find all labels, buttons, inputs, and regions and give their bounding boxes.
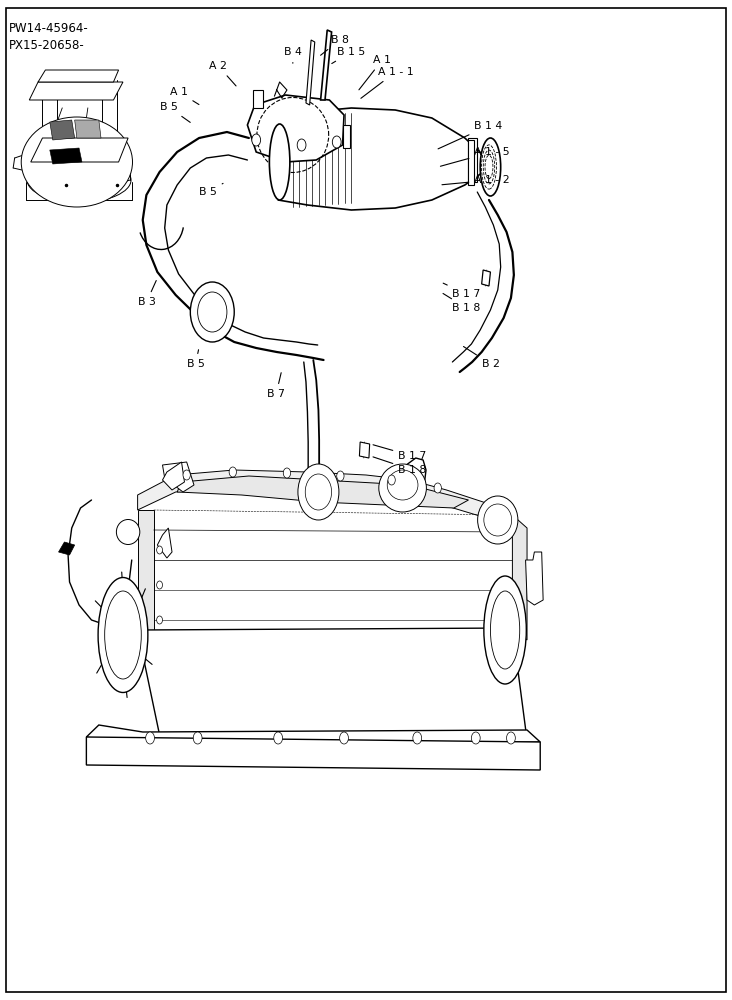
Polygon shape <box>138 510 154 630</box>
Circle shape <box>157 546 163 554</box>
Text: B 3: B 3 <box>138 281 156 307</box>
Polygon shape <box>163 462 184 490</box>
Circle shape <box>297 139 306 151</box>
Polygon shape <box>86 725 540 745</box>
Polygon shape <box>247 95 344 162</box>
Polygon shape <box>157 528 172 558</box>
Text: B 1 5: B 1 5 <box>332 47 365 64</box>
Text: B 1 7: B 1 7 <box>443 283 481 299</box>
Ellipse shape <box>21 117 132 207</box>
Polygon shape <box>29 82 123 100</box>
Ellipse shape <box>477 496 518 544</box>
Ellipse shape <box>484 576 526 684</box>
Circle shape <box>229 467 236 477</box>
Ellipse shape <box>98 578 148 692</box>
Text: B 2: B 2 <box>463 347 499 369</box>
Circle shape <box>388 475 395 485</box>
Text: B 1 4: B 1 4 <box>438 121 503 149</box>
Text: B 5: B 5 <box>160 102 190 122</box>
Ellipse shape <box>269 124 290 200</box>
Polygon shape <box>86 737 540 770</box>
Text: B 7: B 7 <box>267 373 285 399</box>
Polygon shape <box>468 138 477 182</box>
Polygon shape <box>138 470 512 530</box>
Circle shape <box>471 732 480 744</box>
Circle shape <box>337 471 344 481</box>
Polygon shape <box>482 270 490 286</box>
Text: A 1 - 2: A 1 - 2 <box>442 175 510 185</box>
Polygon shape <box>50 148 82 164</box>
Circle shape <box>413 732 422 744</box>
Text: B 1 8: B 1 8 <box>443 293 481 313</box>
Ellipse shape <box>116 520 140 544</box>
Polygon shape <box>138 628 527 742</box>
Text: B 1 7: B 1 7 <box>373 445 427 461</box>
Polygon shape <box>321 30 332 100</box>
Circle shape <box>434 483 441 493</box>
Ellipse shape <box>387 470 418 500</box>
Polygon shape <box>468 140 474 185</box>
Circle shape <box>340 732 348 744</box>
FancyBboxPatch shape <box>253 90 263 108</box>
Circle shape <box>252 134 261 146</box>
Polygon shape <box>38 70 119 82</box>
Circle shape <box>183 470 190 480</box>
Ellipse shape <box>105 591 141 679</box>
Polygon shape <box>31 138 128 162</box>
Circle shape <box>507 732 515 744</box>
Circle shape <box>190 282 234 342</box>
Ellipse shape <box>484 504 512 536</box>
Polygon shape <box>50 120 75 140</box>
Circle shape <box>332 136 341 148</box>
Polygon shape <box>177 476 468 508</box>
Polygon shape <box>306 40 315 105</box>
Text: A 1: A 1 <box>359 55 391 90</box>
Text: B 5: B 5 <box>187 350 204 369</box>
Ellipse shape <box>490 591 520 669</box>
Ellipse shape <box>480 138 501 196</box>
Circle shape <box>274 732 283 744</box>
Circle shape <box>198 292 227 332</box>
Text: A 1: A 1 <box>170 87 199 105</box>
Circle shape <box>157 616 163 624</box>
Text: A 2: A 2 <box>209 61 236 86</box>
Polygon shape <box>75 120 101 138</box>
Circle shape <box>298 464 339 520</box>
Circle shape <box>193 732 202 744</box>
Polygon shape <box>343 125 350 148</box>
Polygon shape <box>359 442 370 458</box>
Circle shape <box>146 732 154 744</box>
Circle shape <box>157 581 163 589</box>
Text: B 4: B 4 <box>284 47 302 63</box>
Text: B 5: B 5 <box>199 183 223 197</box>
Circle shape <box>283 468 291 478</box>
Polygon shape <box>512 515 527 640</box>
Text: B 8: B 8 <box>321 35 348 55</box>
Text: A 1 - 1: A 1 - 1 <box>361 67 414 98</box>
Ellipse shape <box>379 464 426 512</box>
Text: B 1 8: B 1 8 <box>373 457 427 475</box>
Circle shape <box>305 474 332 510</box>
Polygon shape <box>163 462 194 492</box>
Text: PW14-45964-
PX15-20658-: PW14-45964- PX15-20658- <box>9 22 89 52</box>
Text: A 1 - 5: A 1 - 5 <box>441 147 510 166</box>
Ellipse shape <box>27 157 131 202</box>
Polygon shape <box>526 552 543 605</box>
Polygon shape <box>59 542 75 555</box>
